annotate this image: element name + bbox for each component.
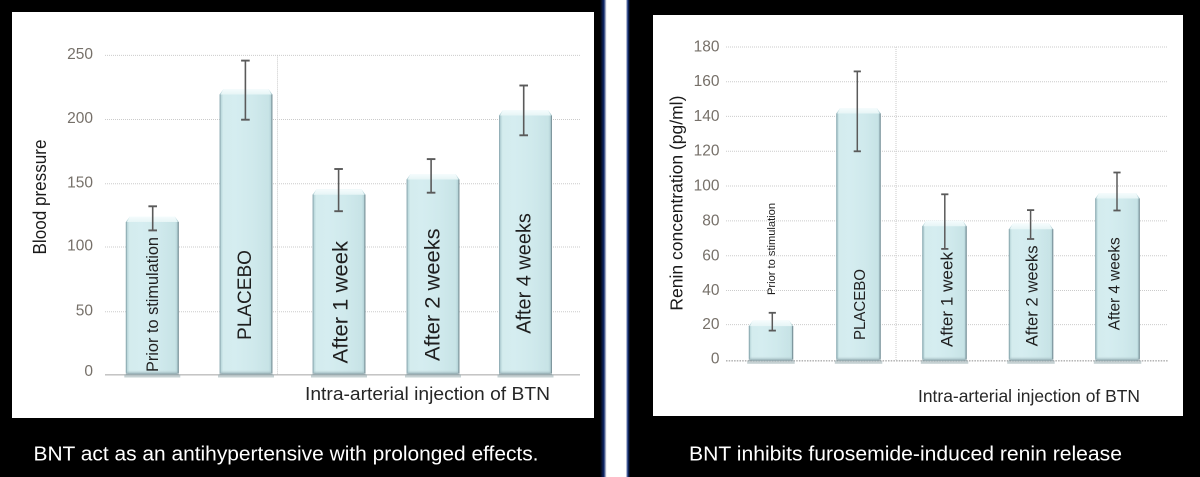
svg-text:100: 100 — [67, 238, 93, 255]
svg-text:50: 50 — [76, 302, 94, 319]
svg-text:After 4 weeks: After 4 weeks — [514, 213, 536, 334]
svg-text:Renin concentration (pg/ml): Renin concentration (pg/ml) — [667, 96, 687, 311]
svg-text:After 1 week: After 1 week — [330, 240, 353, 363]
svg-text:180: 180 — [694, 39, 720, 56]
svg-text:150: 150 — [67, 174, 93, 191]
svg-text:60: 60 — [702, 247, 720, 264]
svg-text:80: 80 — [702, 212, 720, 229]
svg-text:0: 0 — [711, 351, 720, 368]
svg-text:After 1 week: After 1 week — [938, 252, 957, 347]
svg-text:100: 100 — [694, 178, 720, 195]
svg-text:BNT act as an antihypertensive: BNT act as an antihypertensive with prol… — [34, 444, 539, 466]
svg-text:Intra-arterial injection of BT: Intra-arterial injection of BTN — [305, 384, 550, 404]
svg-text:Intra-arterial injection of BT: Intra-arterial injection of BTN — [918, 386, 1140, 406]
svg-text:250: 250 — [67, 46, 93, 63]
svg-text:After 4 weeks: After 4 weeks — [1107, 237, 1124, 330]
svg-text:PLACEBO: PLACEBO — [235, 250, 256, 340]
svg-text:0: 0 — [84, 363, 93, 380]
svg-text:BNT inhibits furosemide-induce: BNT inhibits furosemide-induced renin re… — [689, 444, 1122, 466]
svg-text:120: 120 — [694, 143, 720, 160]
svg-text:After 2 weeks: After 2 weeks — [422, 228, 445, 361]
svg-text:40: 40 — [702, 282, 720, 299]
svg-text:20: 20 — [702, 316, 720, 333]
svg-text:Prior to stimulation: Prior to stimulation — [766, 203, 778, 295]
svg-text:140: 140 — [694, 108, 720, 125]
svg-text:PLACEBO: PLACEBO — [852, 269, 869, 340]
svg-text:Prior to stimulation: Prior to stimulation — [144, 237, 162, 372]
svg-text:200: 200 — [67, 110, 93, 127]
svg-text:After 2 weeks: After 2 weeks — [1024, 245, 1042, 346]
svg-text:160: 160 — [694, 73, 720, 90]
svg-text:Blood pressure: Blood pressure — [30, 140, 50, 255]
